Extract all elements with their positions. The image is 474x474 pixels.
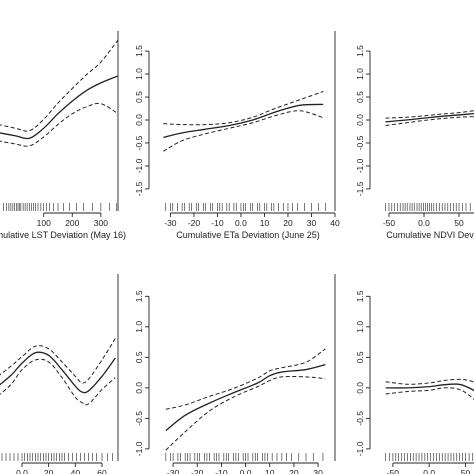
panel-curves: [385, 110, 474, 127]
y-tick-label: -1.5: [355, 181, 365, 196]
x-tick-label: 10: [265, 468, 275, 474]
y-tick-label: -1.5: [134, 181, 144, 196]
y-tick-label: -1.0: [134, 158, 144, 173]
x-tick-label: 0.0: [423, 468, 435, 474]
y-tick-label: 1.5: [355, 290, 365, 302]
y-tick-label: 1.0: [355, 321, 365, 333]
x-tick-label: -20: [188, 218, 201, 228]
fitted-curve: [0, 351, 116, 394]
x-tick-label: -30: [164, 218, 177, 228]
panel-5: -1.0-0.50.00.51.01.5-30-20-100.0102030Cu…: [134, 274, 336, 474]
y-tick-label: 0.5: [134, 91, 144, 103]
y-tick-label: -0.5: [134, 135, 144, 150]
y-tick-label: 0.0: [134, 382, 144, 394]
upper-ci-curve: [165, 348, 326, 410]
x-tick-label: -10: [215, 468, 228, 474]
upper-ci-curve: [0, 39, 118, 132]
y-tick-label: 0.0: [355, 382, 365, 394]
x-tick-label: -10: [211, 218, 224, 228]
lower-ci-curve: [165, 376, 326, 451]
x-tick-label: 30: [307, 218, 317, 228]
y-tick-label: 0.0: [355, 114, 365, 126]
y-tick-label: 1.5: [134, 290, 144, 302]
y-tick-label: 0.5: [355, 351, 365, 363]
panel-2: -1.5 -1.0 -0.5 0.0 0.5 1.0 1.5 -30 -20 -10 0.0 10 20…: [134, 31, 340, 240]
x-tick-label: 0.0: [16, 468, 28, 474]
lower-ci-curve: [0, 358, 116, 406]
x-tick-label: 20: [44, 468, 54, 474]
x-tick-label: 20: [283, 218, 293, 228]
fitted-curve: [0, 75, 118, 140]
x-tick-label: 20: [289, 468, 299, 474]
panel-curves: [163, 91, 324, 152]
y-tick-label: 1.0: [355, 68, 365, 80]
fitted-curve: [165, 364, 326, 432]
fitted-curve: [385, 383, 474, 392]
lower-ci-curve: [385, 387, 474, 400]
x-tick-label: 40: [71, 468, 81, 474]
y-tick-label: 0.5: [355, 91, 365, 103]
panel-curves: [385, 378, 474, 400]
panel-curves: [0, 338, 116, 406]
fitted-curve: [385, 112, 474, 123]
x-tick-label: 100: [37, 218, 51, 228]
y-tick-label: -0.5: [355, 411, 365, 426]
x-tick-label: 50: [454, 218, 464, 228]
panel-curves: [165, 348, 326, 451]
y-tick-label: 0.5: [134, 351, 144, 363]
upper-ci-curve: [163, 91, 324, 126]
x-tick-label: -20: [191, 468, 204, 474]
x-tick-label: 0.0: [240, 468, 252, 474]
x-axis-title: Cumulative NDVI Dev: [386, 230, 474, 240]
y-tick-label: 0.0: [134, 114, 144, 126]
x-axis-title: Cumulative LST Deviation (May 16): [0, 230, 126, 240]
y-tick-label: 1.0: [134, 321, 144, 333]
y-tick-label: 1.5: [134, 45, 144, 57]
upper-ci-curve: [0, 338, 116, 384]
lower-ci-curve: [163, 110, 324, 152]
upper-ci-curve: [385, 378, 474, 385]
fitted-curve: [163, 103, 324, 139]
x-tick-label: 200: [65, 218, 79, 228]
x-tick-label: 0.0: [418, 218, 430, 228]
x-tick-label: 10: [260, 218, 270, 228]
x-tick-label: 30: [313, 468, 323, 474]
x-tick-label: -30: [167, 468, 180, 474]
y-tick-label: 1.5: [355, 45, 365, 57]
x-tick-label: 50: [461, 468, 471, 474]
x-axis-title: Cumulative ETa Deviation (June 25): [176, 230, 320, 240]
x-tick-label: -50: [387, 468, 400, 474]
x-tick-label: 60: [97, 468, 107, 474]
x-tick-label: -50: [383, 218, 396, 228]
y-tick-label: -0.5: [355, 135, 365, 150]
x-tick-label: 40: [330, 218, 340, 228]
panel-4: 0.0204060e LST Deviation (July 27): [0, 274, 119, 474]
y-tick-label: -1.0: [355, 158, 365, 173]
panel-3: -1.5 -1.0 -0.5 0.0 0.5 1.0 1.5 -50 0.0 50 Cumulati…: [355, 45, 474, 240]
y-tick-label: -0.5: [134, 411, 144, 426]
lower-ci-curve: [0, 102, 118, 147]
y-tick-label: 1.0: [134, 68, 144, 80]
x-tick-label: 0.0: [235, 218, 247, 228]
y-tick-label: -1.0: [355, 441, 365, 456]
x-tick-label: 300: [94, 218, 108, 228]
panel-1: 100 200 300 Cumulative LST Deviation (May 1…: [0, 31, 126, 240]
y-tick-label: -1.0: [134, 441, 144, 456]
panel-curves: [0, 39, 118, 147]
upper-ci-curve: [385, 110, 474, 119]
lower-ci-curve: [385, 116, 474, 127]
